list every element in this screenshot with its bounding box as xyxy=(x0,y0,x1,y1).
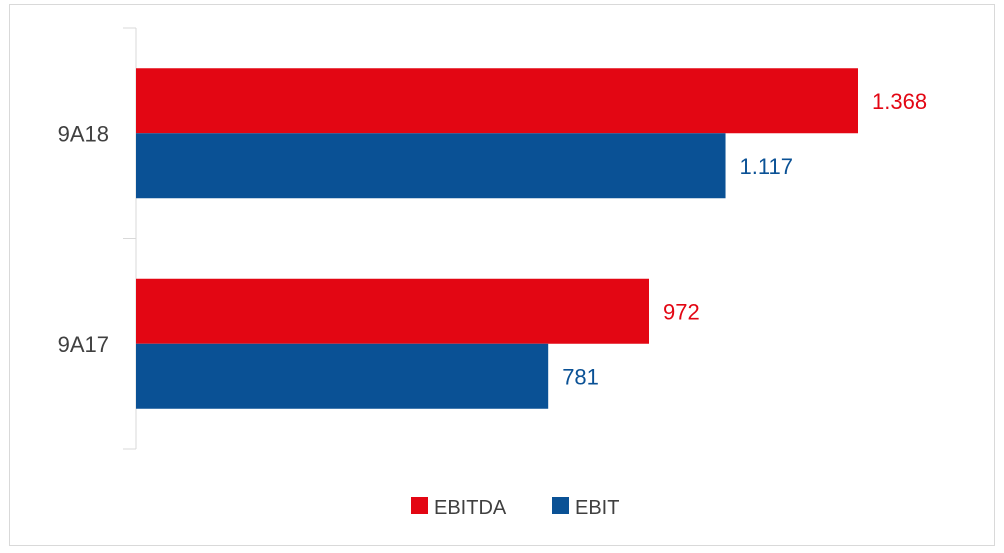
bar-ebit-9A17 xyxy=(136,343,549,409)
legend: EBITDA EBIT xyxy=(411,497,619,519)
data-label-ebit-9A17: 781 xyxy=(562,364,599,389)
category-label-9A17: 9A17 xyxy=(58,332,109,357)
bar-ebitda-9A18 xyxy=(136,68,858,134)
legend-label-ebit: EBIT xyxy=(575,497,619,519)
data-label-ebit-9A18: 1.117 xyxy=(740,154,793,179)
data-label-ebitda-9A18: 1.368 xyxy=(872,89,927,114)
bar-ebit-9A18 xyxy=(136,133,726,199)
legend-swatch-ebitda xyxy=(411,497,428,514)
legend-label-ebitda: EBITDA xyxy=(434,497,507,519)
category-label-9A18: 9A18 xyxy=(58,121,109,146)
bar-ebitda-9A17 xyxy=(136,278,649,344)
data-label-ebitda-9A17: 972 xyxy=(663,299,700,324)
legend-swatch-ebit xyxy=(552,497,569,514)
